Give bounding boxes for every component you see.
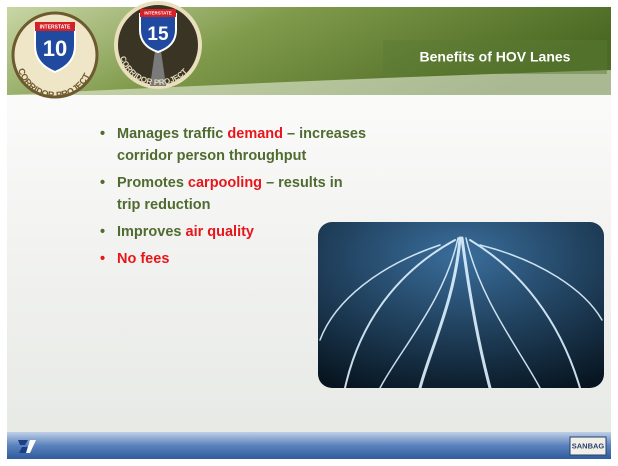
bullet-marker: • (100, 172, 105, 194)
slide: Benefits of HOV Lanes INTERSTATE 10 CORR… (0, 0, 618, 466)
bullet-line: Manages traffic demand – increases (117, 123, 360, 145)
bullet-text: – results in (262, 175, 343, 191)
highlighted-text: No fees (117, 251, 169, 267)
sanbag-logo: SANBAG (572, 441, 605, 450)
bullet-line: Improves air quality (117, 221, 360, 243)
bullet-text: trip reduction (117, 197, 210, 213)
footer-band (7, 432, 611, 459)
highlighted-text: carpooling (188, 175, 262, 191)
bullet-line: Promotes carpooling – results in (117, 172, 360, 194)
bullet-list: • Manages traffic demand – increases corri… (100, 123, 360, 275)
header-title: Benefits of HOV Lanes (420, 49, 571, 65)
bullet-line: corridor person throughput (117, 145, 360, 167)
logo-badge: INTERSTATE (144, 11, 172, 16)
highlighted-text: demand (227, 126, 283, 142)
bullet-marker: • (100, 221, 105, 243)
bullet: • No fees (100, 248, 360, 270)
bullet-text: Promotes (117, 175, 188, 191)
bullet-line: No fees (117, 248, 360, 270)
bullet-marker: • (100, 248, 105, 270)
bullet-marker: • (100, 123, 105, 145)
bullet-text: – increases (283, 126, 366, 142)
logo-number: 10 (43, 36, 67, 61)
highlighted-text: air quality (186, 224, 255, 240)
bullet: • Promotes carpooling – results in trip re… (100, 172, 360, 216)
bullet: • Manages traffic demand – increases corri… (100, 123, 360, 167)
bullet-text: Manages traffic (117, 126, 227, 142)
logo-number: 15 (147, 24, 169, 45)
logo-badge: INTERSTATE (40, 24, 71, 30)
bullet-text: Improves (117, 224, 186, 240)
bullet-line: trip reduction (117, 194, 360, 216)
bullet: • Improves air quality (100, 221, 360, 243)
bullet-text: corridor person throughput (117, 148, 306, 164)
highway-photo (318, 222, 604, 388)
